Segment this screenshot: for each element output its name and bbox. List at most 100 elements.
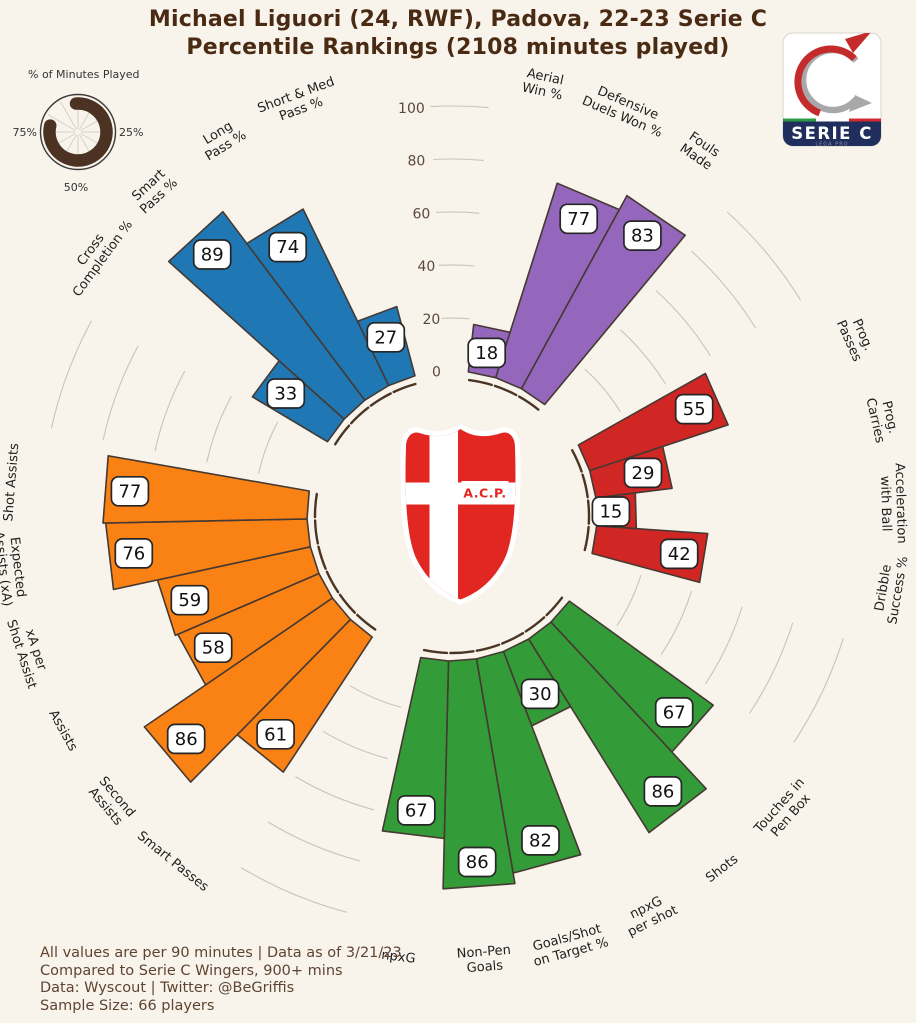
category-label-expected-assists-xa: ExpectedAssists (xA) <box>0 529 29 608</box>
value-badge-box <box>467 337 507 369</box>
badge-silver-tip <box>849 95 872 112</box>
value-badge-box <box>193 632 233 664</box>
badge-tricolor-red <box>849 118 881 122</box>
gridline-arc <box>258 421 279 474</box>
tick-label-80: 80 <box>407 154 425 170</box>
value-label: 83 <box>631 226 654 247</box>
value-badge-acceleration-with-ball: 15 <box>591 496 631 527</box>
value-badge-box <box>256 718 295 750</box>
category-label-prog-passes: Prog.Passes <box>833 312 878 364</box>
gauge-spoke <box>47 114 76 131</box>
tick-label-100: 100 <box>398 101 425 117</box>
baseline-arc <box>586 499 591 525</box>
radial-ticks: 0 20 40 60 80 100 <box>398 101 441 381</box>
gridline-arc <box>433 158 484 161</box>
gridline-arc <box>295 776 375 811</box>
value-label: 86 <box>175 729 198 750</box>
baseline-arc <box>422 648 449 655</box>
value-label: 59 <box>178 590 201 611</box>
gridline-arc <box>584 368 621 413</box>
value-badge-assists: 58 <box>193 632 233 664</box>
category-label-goals-shot-on-target: Goals/Shoton Target % <box>528 921 610 970</box>
badge-league-sub: LEGA PRO <box>815 142 848 148</box>
value-badge-xa-per-shot-assist: 59 <box>170 584 210 616</box>
value-label: 42 <box>668 544 691 565</box>
tick-label-60: 60 <box>412 206 430 222</box>
value-label: 29 <box>632 463 655 484</box>
category-label-acceleration-with-ball: Accelerationwith Ball <box>877 463 909 545</box>
value-badge-box <box>643 776 683 807</box>
category-label-shots: Shots <box>703 852 741 886</box>
gridline-arc <box>430 105 489 109</box>
value-badge-box <box>521 825 560 856</box>
value-badge-smart-pass: 89 <box>192 239 232 270</box>
bar-npxg <box>381 656 450 840</box>
bar-non-pen-goals <box>442 658 516 890</box>
value-badge-box <box>674 393 714 425</box>
value-label: 27 <box>374 327 397 348</box>
category-label-npxg: npxG <box>381 948 417 967</box>
baseline-arc <box>545 596 564 617</box>
category-label-xa-per-shot-assist: xA perShot Assist <box>3 613 53 690</box>
tick-label-40: 40 <box>417 259 435 275</box>
value-badge-touches-in-pen-box: 67 <box>654 697 694 728</box>
category-label-cross-completion: CrossCompletion % <box>58 209 136 300</box>
baseline-arc <box>313 519 319 545</box>
value-label: 77 <box>118 481 141 502</box>
gridline-arc <box>655 290 711 357</box>
category-label-aerial-win: AerialWin % <box>521 66 567 104</box>
gridline-arc <box>726 211 802 301</box>
category-label-smart-passes: Smart Passes <box>134 829 211 895</box>
gridline-arc <box>441 317 470 320</box>
value-label: 30 <box>529 684 552 705</box>
baseline-arc <box>571 449 583 473</box>
gridline-arc <box>704 606 743 685</box>
category-label-prog-carries: Prog.Carries <box>862 393 901 445</box>
crest-acp-label: A.C.P. <box>463 486 506 501</box>
value-badge-prog-carries: 29 <box>623 457 663 489</box>
value-badge-box <box>623 220 662 251</box>
minutes-gauge: % of Minutes Played 75% 25% 50% <box>13 68 144 194</box>
value-badge-box <box>396 795 436 826</box>
value-badge-dribble-success: 42 <box>659 538 699 570</box>
badge-tricolor-white <box>816 118 849 122</box>
gauge-label-50: 50% <box>64 181 88 194</box>
value-label: 58 <box>202 638 225 659</box>
baseline-arc <box>350 406 370 425</box>
value-badge-box <box>457 846 497 878</box>
category-label-fouls-made: FoulsMade <box>677 129 723 174</box>
baseline-arc <box>334 424 351 446</box>
value-badges: 18 77 83 55 29 15 42 67 86 30 82 86 67 61 86 58 59 76 77 33… <box>110 203 714 878</box>
category-label-assists: Assists <box>45 708 80 755</box>
value-badge-cross-completion: 33 <box>266 378 306 409</box>
badge-red-tip <box>845 33 872 53</box>
value-badge-short-med-pass: 27 <box>366 321 406 353</box>
value-badge-smart-passes: 61 <box>256 718 295 750</box>
gridline-arc <box>436 211 480 214</box>
value-badge-second-assists: 86 <box>166 723 206 755</box>
gauge-title: % of Minutes Played <box>28 68 140 81</box>
gridline-arc <box>322 730 388 760</box>
value-badge-box <box>654 697 694 728</box>
value-badge-expected-assists-xa: 76 <box>114 538 154 569</box>
club-crest: A.C.P. <box>400 424 521 605</box>
value-label: 89 <box>201 245 224 266</box>
gridline-arc <box>620 329 666 385</box>
gridline-arc <box>349 685 402 708</box>
value-badge-long-pass: 74 <box>268 231 308 263</box>
category-label-short-med-pass: Short & MedPass % <box>256 74 342 130</box>
baseline-arc <box>313 492 318 519</box>
value-label: 67 <box>663 702 686 723</box>
gridline-arc <box>793 638 844 743</box>
grid-arcs <box>50 105 844 913</box>
gridline-arc <box>154 370 186 452</box>
category-label-smart-pass: SmartPass % <box>127 165 181 218</box>
baseline-arc <box>583 525 590 552</box>
value-label: 33 <box>274 384 297 405</box>
value-badge-box <box>192 239 232 270</box>
value-badge-shots: 86 <box>643 776 683 807</box>
gauge-ring <box>39 93 117 171</box>
baseline-arc <box>356 613 377 631</box>
baseline-arc <box>517 395 540 411</box>
